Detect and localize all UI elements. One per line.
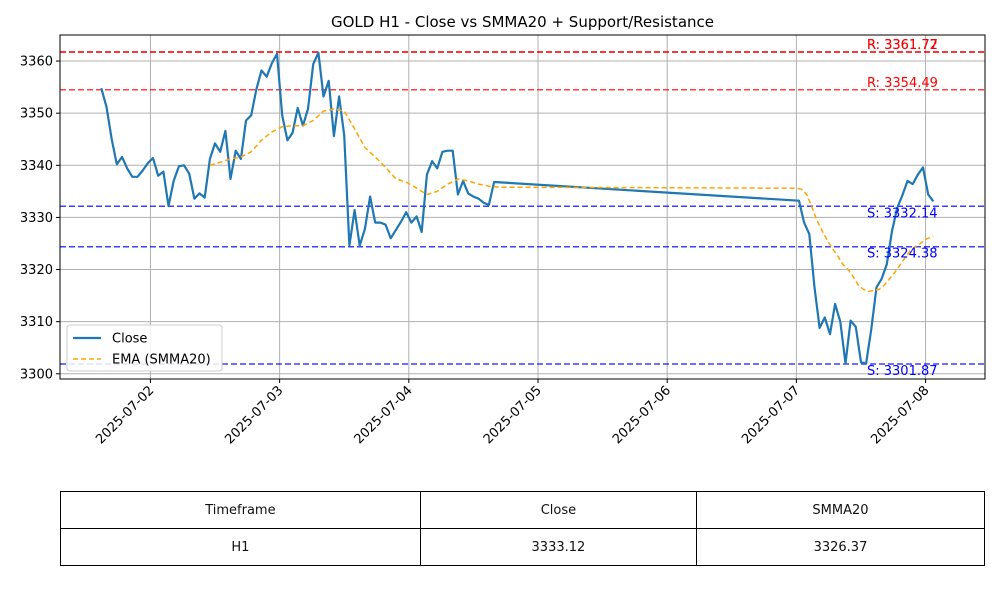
- table-header-row: Timeframe Close SMMA20: [60, 491, 986, 529]
- smma20-series-line: [209, 108, 934, 293]
- chart-title: GOLD H1 - Close vs SMMA20 + Support/Resi…: [331, 13, 714, 31]
- table-header-close: Close: [419, 491, 697, 529]
- x-tick-label: 2025-07-04: [352, 383, 416, 447]
- y-tick-label: 3350: [20, 107, 53, 122]
- x-tick-label: 2025-07-08: [868, 383, 932, 447]
- support-label: S: 3324.38: [867, 247, 938, 262]
- x-tick-label: 2025-07-02: [93, 383, 157, 447]
- y-tick-label: 3340: [20, 159, 53, 174]
- close-series-line: [100, 51, 935, 365]
- table-cell-close: 3333.12: [419, 528, 697, 566]
- resistance-label: R: 3354.49: [867, 76, 938, 91]
- y-tick-label: 3320: [20, 263, 53, 278]
- y-tick-label: 3300: [20, 367, 53, 382]
- chart: GOLD H1 - Close vs SMMA20 + Support/Resi…: [20, 13, 986, 447]
- table-cell-smma20: 3326.37: [695, 528, 986, 566]
- resistance-label: R: 3361.77: [867, 38, 938, 53]
- x-tick-label: 2025-07-05: [481, 383, 545, 447]
- legend-label: EMA (SMMA20): [112, 353, 211, 368]
- x-tick-label: 2025-07-03: [222, 383, 286, 447]
- resistance-label: R: 3361.72: [867, 38, 938, 53]
- support-label: S: 3301.87: [867, 364, 938, 379]
- table-cell-timeframe: H1: [60, 528, 421, 566]
- legend-box: [66, 324, 223, 372]
- table-header-smma20: SMMA20: [695, 491, 986, 529]
- x-tick-label: 2025-07-06: [610, 383, 674, 447]
- support-label: S: 3332.14: [867, 206, 938, 221]
- legend-label: Close: [112, 332, 147, 347]
- table-row: H1 3333.12 3326.37: [60, 528, 986, 566]
- plot-frame: [59, 34, 986, 380]
- summary-table: Timeframe Close SMMA20 H1 3333.12 3326.3…: [60, 491, 986, 566]
- y-tick-label: 3310: [20, 315, 53, 330]
- y-tick-label: 3360: [20, 55, 53, 70]
- y-tick-label: 3330: [20, 211, 53, 226]
- legend: Close EMA (SMMA20): [66, 324, 223, 372]
- x-tick-label: 2025-07-07: [739, 383, 803, 447]
- table-header-timeframe: Timeframe: [60, 491, 421, 529]
